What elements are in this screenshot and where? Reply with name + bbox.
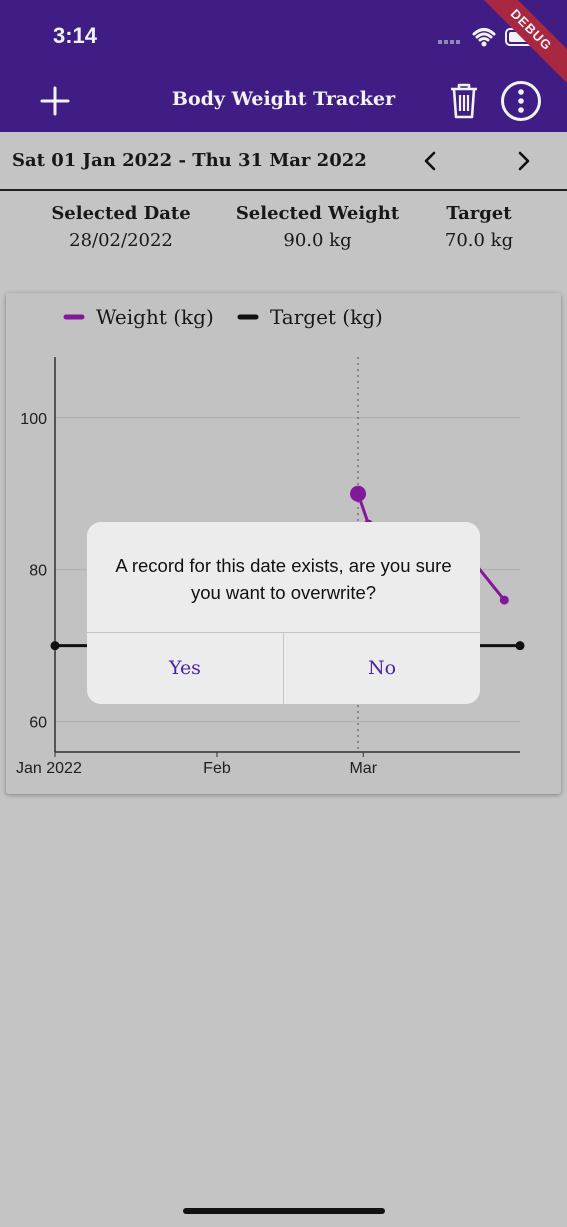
app-title: Body Weight Tracker — [171, 88, 396, 110]
overwrite-dialog: A record for this date exists, are you s… — [87, 522, 480, 704]
selected-date-label: Selected Date — [51, 203, 191, 224]
target-label: Target — [446, 203, 512, 224]
legend-label: Target (kg) — [270, 305, 383, 329]
status-time: 3:14 — [53, 23, 98, 48]
home-indicator — [183, 1208, 385, 1214]
data-point — [499, 595, 509, 605]
date-range-bar: Sat 01 Jan 2022 - Thu 31 Mar 2022 — [0, 132, 567, 191]
data-point — [515, 641, 525, 651]
selected-weight-label: Selected Weight — [235, 203, 400, 224]
selected-weight-stat: Selected Weight 90.0 kg — [225, 203, 410, 251]
target-stat: Target 70.0 kg — [430, 203, 528, 251]
chevron-right-icon[interactable] — [510, 148, 536, 174]
y-tick-label: 80 — [29, 563, 47, 580]
y-tick-label: 100 — [20, 411, 47, 428]
chevron-left-icon[interactable] — [418, 148, 444, 174]
selected-weight-value: 90.0 kg — [283, 230, 352, 251]
date-range-label: Sat 01 Jan 2022 - Thu 31 Mar 2022 — [12, 150, 367, 171]
y-tick-label: 60 — [29, 715, 47, 732]
x-tick-label: Jan 2022 — [16, 760, 82, 777]
selected-date-stat: Selected Date 28/02/2022 — [42, 203, 200, 251]
plus-icon[interactable] — [38, 84, 72, 118]
data-point — [350, 485, 367, 502]
legend-label: Weight (kg) — [96, 305, 214, 329]
trash-icon[interactable] — [446, 81, 482, 121]
more-vert-icon[interactable] — [501, 81, 541, 121]
data-point — [50, 641, 60, 651]
dialog-message: A record for this date exists, are you s… — [115, 555, 452, 603]
no-button[interactable]: No — [367, 657, 397, 679]
target-value: 70.0 kg — [444, 230, 514, 251]
dialog-button-divider — [283, 632, 284, 704]
yes-button[interactable]: Yes — [169, 657, 201, 679]
app-bar: 3:14 DEBUG Body Weight Tracker — [0, 0, 567, 132]
selected-date-value: 28/02/2022 — [69, 230, 173, 251]
x-tick-label: Feb — [203, 760, 231, 777]
x-tick-label: Mar — [349, 760, 377, 777]
